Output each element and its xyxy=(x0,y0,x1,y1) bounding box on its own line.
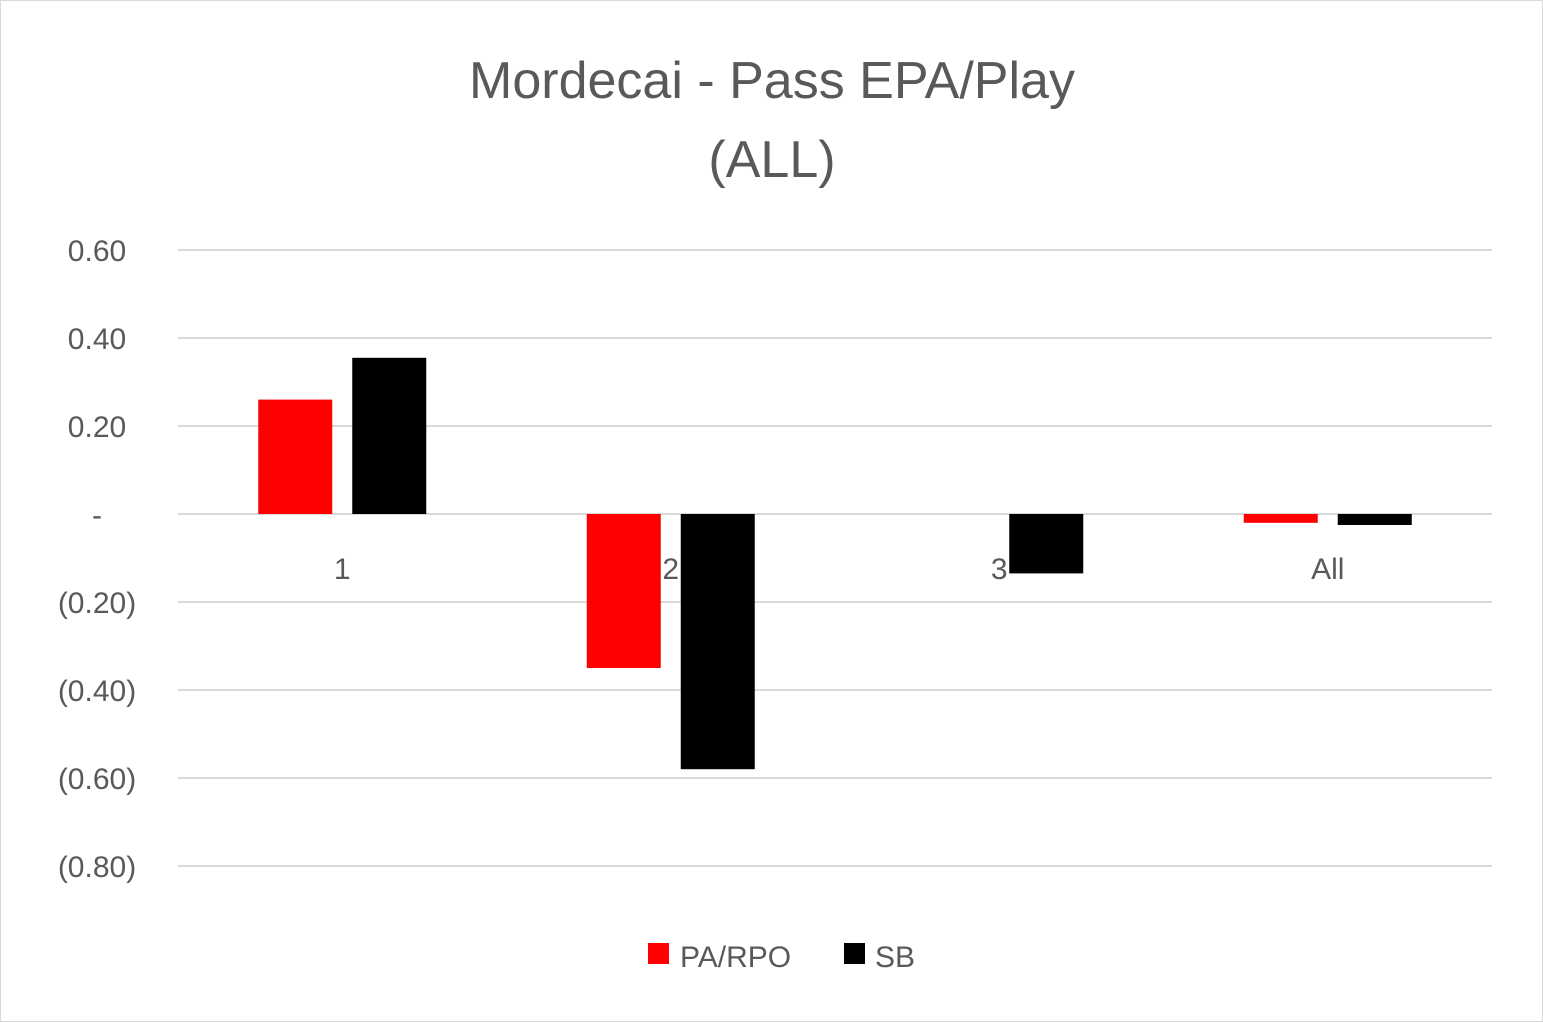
legend-swatch xyxy=(648,943,669,964)
chart-title-line-1: Mordecai - Pass EPA/Play xyxy=(469,52,1075,110)
gridlines xyxy=(178,249,1492,867)
y-tick-label: 0.60 xyxy=(68,235,126,268)
y-axis-ticks: 0.60 0.40 0.20 - (0.20) (0.40) (0.60) (0.80) xyxy=(58,235,136,884)
bar-pa-rpo-1 xyxy=(258,399,333,514)
category-label: 3 xyxy=(991,553,1008,586)
bars xyxy=(258,357,1412,770)
y-tick-label: (0.20) xyxy=(58,587,136,620)
legend-label: PA/RPO xyxy=(680,941,791,974)
category-label: 1 xyxy=(334,553,351,586)
y-tick-label: (0.60) xyxy=(58,763,136,796)
legend-swatch xyxy=(844,943,865,964)
bar-sb-1 xyxy=(352,357,427,514)
category-labels: 1 2 3 All xyxy=(334,553,1345,586)
y-tick-label: (0.40) xyxy=(58,675,136,708)
y-tick-label: 0.40 xyxy=(68,323,126,356)
bar-pa-rpo-all xyxy=(1243,514,1318,523)
legend-label: SB xyxy=(875,941,915,974)
bar-sb-2 xyxy=(680,514,755,770)
y-tick-label: - xyxy=(92,499,102,532)
bar-sb-3 xyxy=(1009,514,1084,574)
y-tick-label: 0.20 xyxy=(68,411,126,444)
bar-sb-all xyxy=(1337,514,1412,525)
legend: PA/RPO SB xyxy=(648,941,915,974)
category-label: 2 xyxy=(662,553,679,586)
bar-pa-rpo-2 xyxy=(586,514,661,668)
chart-title-line-2: (ALL) xyxy=(708,131,835,189)
category-label: All xyxy=(1311,553,1344,586)
y-tick-label: (0.80) xyxy=(58,851,136,884)
